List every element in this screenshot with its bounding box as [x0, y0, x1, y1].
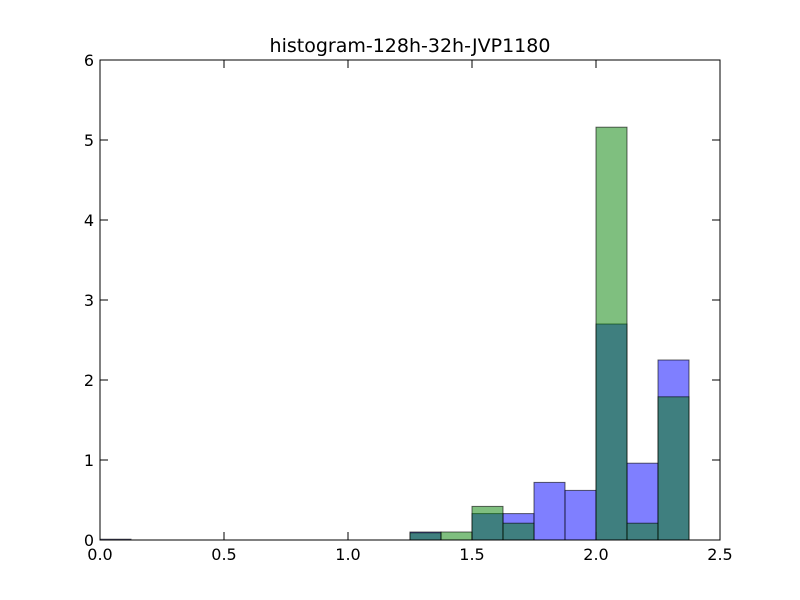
x-tick-label: 2.0 — [583, 545, 608, 564]
histogram-bar-series-2-bin-16 — [595, 126, 628, 541]
bars-layer — [99, 126, 690, 541]
chart-title: histogram-128h-32h-JVP1180 — [270, 35, 551, 57]
y-tick-label: 0 — [84, 531, 94, 550]
histogram-bar-series-2-bin-17 — [626, 522, 659, 541]
histogram-bar-series-2-bin-18 — [657, 396, 690, 541]
histogram-bar-series-1-bin-15 — [564, 489, 597, 541]
x-tick-label: 1.5 — [459, 545, 484, 564]
y-tick-label: 2 — [84, 371, 94, 390]
x-tick-label: 1.0 — [335, 545, 360, 564]
histogram-bar-series-1-bin-14 — [533, 481, 566, 541]
x-tick-label: 2.5 — [707, 545, 732, 564]
x-tick-label: 0.0 — [87, 545, 112, 564]
histogram-bar-series-2-bin-11 — [440, 531, 473, 541]
y-tick-label: 1 — [84, 451, 94, 470]
x-tick-label: 0.5 — [211, 545, 236, 564]
y-tick-label: 4 — [84, 211, 94, 230]
histogram-bar-series-2-bin-10 — [409, 532, 442, 541]
y-tick-label: 5 — [84, 131, 94, 150]
plot-frame — [99, 59, 721, 541]
ticks-layer: 0.0 0.5 1.0 1.5 2.0 2.5 0 1 2 3 4 5 6 — [84, 51, 733, 564]
histogram-bar-series-2-bin-12 — [471, 505, 504, 541]
y-tick-label: 6 — [84, 51, 94, 70]
y-tick-label: 3 — [84, 291, 94, 310]
histogram-bar-series-2-bin-13 — [502, 522, 535, 541]
